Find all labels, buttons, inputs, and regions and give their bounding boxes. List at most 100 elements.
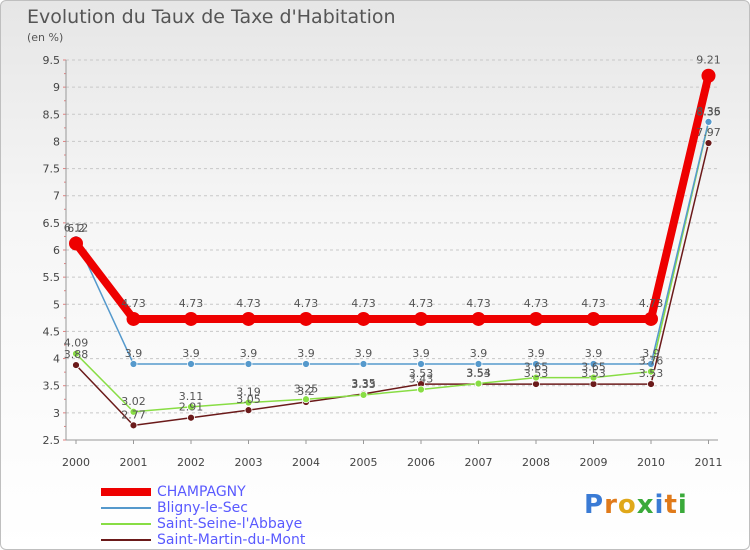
data-label: 4.73 — [409, 297, 434, 310]
data-label: 2.91 — [179, 401, 204, 414]
data-label: 4.73 — [524, 297, 549, 310]
data-point — [589, 373, 598, 382]
logo-letter: x — [636, 490, 655, 520]
data-point — [69, 236, 83, 251]
chart-subtitle: (en %) — [27, 31, 64, 44]
data-point — [129, 360, 138, 368]
logo-letter: i — [654, 490, 665, 520]
data-point — [471, 311, 486, 326]
x-tick-label: 2011 — [695, 456, 723, 469]
x-tick-label: 2006 — [407, 456, 435, 469]
x-tick-label: 2001 — [120, 456, 148, 469]
y-tick-label: 9.5 — [43, 54, 61, 67]
data-label: 3.9 — [125, 347, 143, 360]
x-tick-label: 2002 — [177, 456, 205, 469]
data-point — [356, 311, 371, 326]
y-tick-label: 6.5 — [43, 217, 61, 230]
data-point — [704, 139, 713, 147]
data-label: 7.97 — [696, 126, 721, 139]
legend-swatch-champagny — [101, 488, 151, 496]
data-label: 4.73 — [351, 297, 376, 310]
data-label: 3.65 — [581, 361, 606, 374]
y-tick-label: 8.5 — [43, 108, 61, 121]
data-label: 3.53 — [466, 367, 491, 380]
y-tick-label: 6 — [53, 244, 60, 257]
data-point — [701, 68, 716, 83]
data-label: 3.33 — [351, 378, 376, 391]
data-label: 9.21 — [696, 54, 721, 67]
data-point — [647, 380, 655, 388]
legend-label: Saint-Martin-du-Mont — [157, 532, 306, 548]
data-label: 3.88 — [64, 348, 89, 361]
y-tick-label: 9 — [53, 81, 60, 94]
data-point — [302, 360, 310, 368]
data-point — [244, 360, 253, 368]
data-point — [302, 395, 310, 404]
data-point — [244, 406, 253, 415]
y-tick-label: 3.5 — [43, 380, 61, 393]
data-point — [417, 385, 425, 394]
data-point — [474, 360, 483, 368]
y-tick-label: 4.5 — [43, 325, 61, 338]
data-label: 3.53 — [524, 367, 549, 380]
legend-swatch-saint-seine — [101, 523, 151, 525]
grid — [66, 59, 718, 441]
data-label: 3.05 — [236, 393, 261, 406]
series-line — [72, 74, 713, 323]
x-tick-label: 2007 — [465, 456, 493, 469]
series — [69, 68, 716, 430]
series-line — [75, 142, 710, 427]
data-label: 3.35 — [351, 377, 376, 390]
x-tick-label: 2008 — [522, 456, 550, 469]
data-label: 8.36 — [696, 105, 721, 118]
data-label: 3.25 — [294, 382, 319, 395]
data-label: 3.9 — [355, 347, 373, 360]
data-label: 2.77 — [121, 408, 146, 421]
logo-letter: P — [584, 490, 605, 520]
legend-label: CHAMPAGNY — [157, 484, 246, 500]
y-tick-label: 3 — [53, 407, 60, 420]
data-label: 3.19 — [236, 386, 261, 399]
series-line — [75, 122, 710, 413]
legend-swatch-saint-martin — [101, 539, 151, 541]
series-line — [75, 121, 710, 365]
data-point — [184, 311, 198, 326]
data-point — [586, 311, 601, 326]
data-label: 3.9 — [527, 347, 545, 360]
y-tick-label: 7 — [53, 190, 60, 203]
logo-letter: i — [677, 490, 688, 520]
data-point — [532, 373, 540, 382]
data-label: 3.02 — [121, 395, 146, 408]
data-label: 3.43 — [409, 373, 434, 386]
data-point — [417, 360, 425, 368]
y-tick-label: 8 — [53, 135, 60, 148]
data-label: 3.9 — [297, 347, 315, 360]
data-label: 6.2 — [67, 222, 85, 235]
data-point — [704, 117, 713, 126]
data-label: 4.09 — [64, 337, 89, 350]
data-labels: 3.882.772.913.053.23.353.53 3.53 3.53 3.53 3… — [64, 54, 721, 422]
y-tick-label: 5.5 — [43, 271, 61, 284]
chart-title: Evolution du Taux de Taxe d'Habitation — [27, 6, 396, 28]
data-point — [589, 380, 598, 388]
data-label: 3.9 — [240, 347, 258, 360]
data-label: 4.73 — [639, 297, 664, 310]
data-point — [241, 311, 256, 326]
data-point — [532, 380, 540, 388]
data-point — [644, 311, 658, 326]
x-tick-label: 2005 — [350, 456, 378, 469]
data-point — [359, 360, 368, 368]
x-tick-label: 2003 — [235, 456, 263, 469]
data-point — [647, 360, 655, 368]
data-point — [126, 311, 141, 326]
data-point — [187, 413, 195, 422]
data-label: 3.9 — [585, 347, 603, 360]
data-label: 3.53 — [639, 367, 664, 380]
logo-letter: r — [604, 490, 618, 520]
data-point — [532, 360, 540, 368]
data-label: 8.35 — [696, 105, 721, 118]
data-label: 3.2 — [297, 385, 315, 398]
